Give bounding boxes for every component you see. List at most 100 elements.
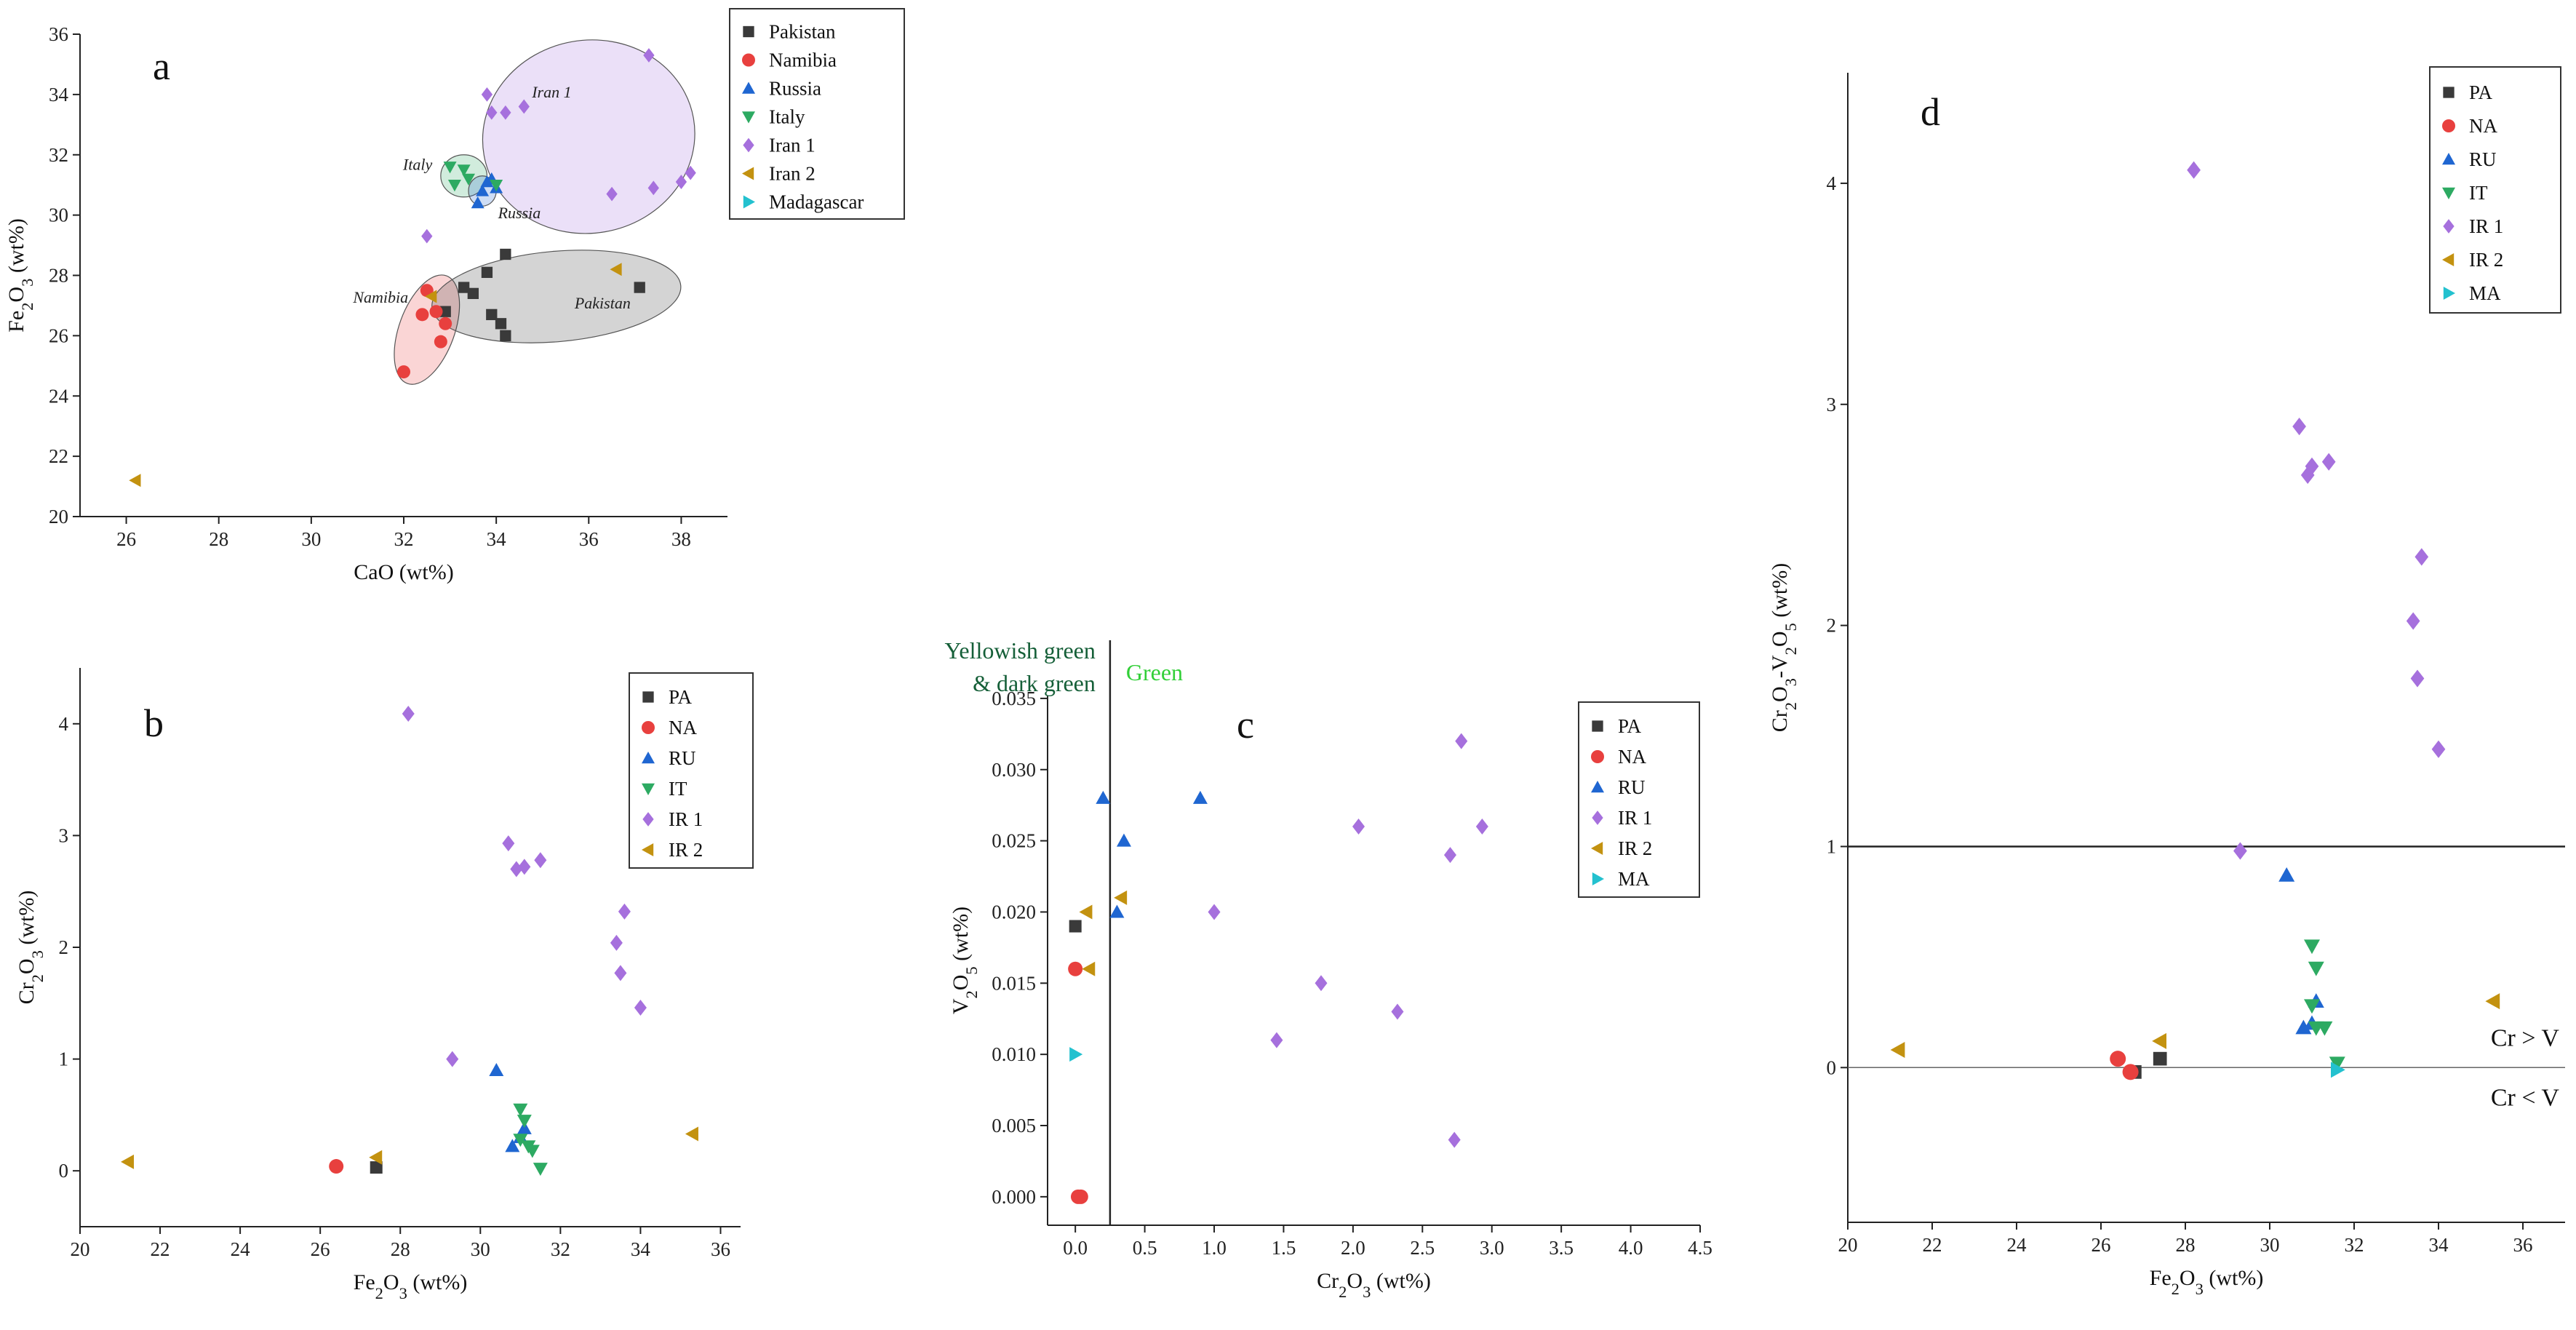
x-tick-label: 1.5 [1272,1237,1296,1259]
point-na [434,335,447,349]
legend-label: Namibia [769,49,837,71]
legend-marker-it [642,783,655,795]
point-ir1 [421,228,433,244]
point-ru [489,1062,504,1076]
x-tick-label: 22 [151,1238,170,1260]
y-tick-label: 22 [49,445,68,467]
point-ir1 [518,99,530,114]
point-ir1 [647,180,659,196]
point-ir1 [486,105,498,120]
region-label: Pakistan [574,294,631,312]
legend-marker-it [2442,187,2455,199]
y-tick-label: 34 [49,84,69,105]
point-ir1 [1475,819,1488,835]
legend-label: PA [2469,81,2493,103]
dark-green-label: & dark green [973,670,1096,696]
point-ru [505,1139,520,1152]
x-tick-label: 24 [231,1238,251,1260]
cr-greater-v-label: Cr > V [2491,1024,2560,1051]
x-tick-label: 30 [471,1238,490,1260]
point-it [517,1115,532,1128]
legend-marker-ir1 [2443,219,2455,234]
point-ir1 [606,186,618,202]
x-tick-label: 2.5 [1410,1237,1435,1259]
point-ir2 [685,1126,698,1142]
point-it [2316,1021,2333,1036]
point-ir1 [481,87,493,102]
point-ir1 [2233,842,2247,860]
point-ir2 [425,290,437,303]
point-na [1073,1189,1088,1204]
point-ir1 [500,105,511,120]
legend-label: MA [1618,868,1650,890]
legend-label: IR 2 [2469,249,2503,271]
point-ru [2295,1019,2312,1035]
region-label: Iran 1 [531,83,571,101]
y-tick-label: 0.015 [992,972,1036,994]
x-tick-label: 3.0 [1480,1237,1504,1259]
point-pa [2153,1051,2167,1066]
y-tick-label: 0.010 [992,1043,1036,1065]
y-tick-label: 3 [1827,394,1837,415]
point-ma [2331,1062,2345,1078]
legend-marker-ma [1592,872,1604,885]
y-tick-label: 32 [49,144,68,166]
yellowish-green-label: Yellowish green [944,637,1095,664]
legend-label: IR 2 [1618,837,1652,859]
point-ir1 [675,175,687,189]
legend-label: IT [669,778,687,800]
point-it [513,1103,528,1117]
y-tick-label: 0.020 [992,901,1036,923]
x-tick-label: 4.0 [1619,1237,1643,1259]
x-tick-label: 24 [2007,1234,2027,1256]
cr-less-v-label: Cr < V [2491,1084,2560,1111]
point-it [513,1134,528,1147]
y-tick-label: 3 [59,824,69,846]
point-pa [481,266,493,279]
y-axis-label: Cr2O3-V2O5 (wt%) [1768,563,1800,732]
point-na [439,316,452,330]
point-na [429,305,443,319]
x-axis-label: Fe2O3 (wt%) [2150,1266,2264,1298]
point-it [490,179,503,192]
point-ir2 [2152,1032,2166,1049]
point-ir1 [2431,740,2446,758]
point-ir2 [1082,961,1096,976]
legend-marker-ru [642,752,655,764]
point-it [2329,1056,2345,1072]
point-ir1 [1315,975,1328,992]
point-ir1 [614,965,627,981]
chart-panel-a: 26 28 30 32 34 36 38 20 22 24 26 28 30 32 34 36 CaO (wt%… [4,8,905,584]
legend-marker-ir2 [2442,253,2455,266]
point-ir1 [446,1051,459,1067]
legend-label: PA [669,686,693,708]
point-ir1 [634,999,647,1016]
point-na [2122,1064,2139,1080]
point-it [457,164,471,177]
chart-panel-c: 0.0 0.5 1.0 1.5 2.0 2.5 3.0 3.5 4.0 4.5 0.000 0.005… [944,637,1712,1301]
point-ir1 [534,852,547,869]
point-ma [1069,1047,1083,1062]
legend-label: Iran 2 [769,163,816,185]
legend-label: Pakistan [769,21,836,43]
point-ir2 [121,1154,135,1169]
legend-marker-ir1 [1592,811,1603,825]
legend-label: IR 1 [1618,807,1652,829]
legend-marker-na [2442,119,2455,132]
point-it [443,162,457,174]
legend-marker-pa [1592,720,1603,732]
legend-marker-ir1 [743,138,754,153]
point-na [397,365,410,379]
legend-label: Iran 1 [769,135,816,156]
point-ru [1116,833,1131,847]
legend-marker-pa [642,691,654,703]
legend-marker-it [742,111,755,124]
point-pa [1069,920,1082,933]
x-tick-label: 26 [116,528,136,550]
legend-box [629,672,754,869]
region-na [394,274,460,385]
point-ir1 [1448,1131,1461,1148]
point-ir1 [2414,548,2429,566]
